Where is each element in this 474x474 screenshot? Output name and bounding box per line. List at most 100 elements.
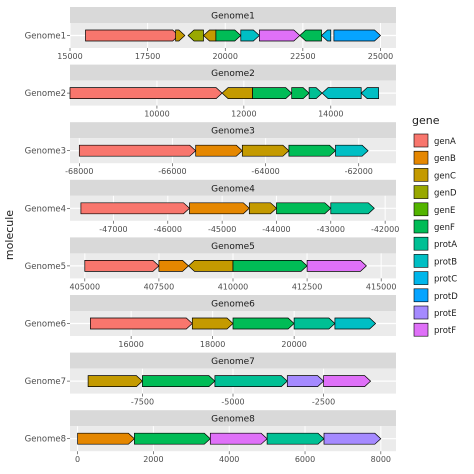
gene-arrow-genA bbox=[80, 202, 191, 215]
molecule-label: Genome8 bbox=[25, 435, 66, 445]
legend-swatch bbox=[413, 150, 429, 165]
x-tick-label: 20000 bbox=[281, 340, 306, 349]
x-tick-label: -45000 bbox=[208, 225, 236, 234]
facet-strip bbox=[70, 410, 396, 427]
legend-swatch bbox=[413, 271, 429, 285]
facet-label: Genome1 bbox=[211, 12, 255, 22]
legend-label: genE bbox=[434, 206, 455, 216]
legend-swatch bbox=[413, 288, 429, 303]
gene-arrow-protB bbox=[240, 29, 260, 42]
molecule-label: Genome4 bbox=[25, 204, 66, 214]
x-tick-label: 410000 bbox=[218, 282, 249, 291]
facet-label: Genome6 bbox=[211, 300, 255, 310]
x-tick-label: -68000 bbox=[65, 167, 93, 176]
x-tick-label: -2500 bbox=[312, 398, 335, 407]
legend: gene genA genB genC genD genE genF protA protB p… bbox=[412, 114, 458, 337]
gene-arrow-protC bbox=[320, 29, 332, 42]
x-tick-label: 412500 bbox=[292, 282, 323, 291]
gene-arrow-protB bbox=[321, 87, 362, 99]
gene-arrow-genC bbox=[221, 87, 253, 99]
gene-arrow-genA bbox=[85, 29, 180, 42]
facet-strip bbox=[70, 179, 396, 196]
x-tick-label: -66000 bbox=[158, 167, 186, 176]
gene-arrow-genF bbox=[142, 375, 216, 387]
legend-label: genC bbox=[434, 171, 456, 181]
gene-arrow-protE bbox=[323, 432, 382, 445]
molecule-label: Genome5 bbox=[25, 262, 66, 272]
panel-4: Genome4 -47000 -46000 -45000 -44000 -43000 -42… bbox=[25, 179, 399, 234]
facet-strip bbox=[70, 122, 396, 139]
gene-arrow-protA bbox=[214, 375, 288, 387]
gene-arrow-genC bbox=[241, 144, 290, 157]
x-tick-label: 407500 bbox=[144, 282, 175, 291]
x-tick-label: 15000 bbox=[57, 52, 82, 61]
gene-arrow-genF bbox=[215, 29, 242, 42]
gene-arrow-genF bbox=[276, 202, 332, 215]
x-tick-label: 6000 bbox=[295, 455, 315, 464]
gene-arrow-genC bbox=[191, 317, 234, 330]
facet-label: Genome8 bbox=[211, 415, 255, 425]
gene-arrow-genF bbox=[252, 87, 293, 99]
gene-arrow-protD bbox=[333, 29, 382, 42]
panel-6: Genome6 16000 18000 20000 Genome6 bbox=[25, 295, 396, 349]
legend-title: gene bbox=[412, 114, 440, 127]
x-tick-label: 22500 bbox=[290, 52, 315, 61]
x-tick-label: 4000 bbox=[219, 455, 239, 464]
gene-arrow-genC bbox=[175, 29, 186, 42]
gene-arrow-protA bbox=[266, 432, 325, 445]
facet-label: Genome5 bbox=[211, 242, 255, 252]
legend-label: protB bbox=[434, 257, 457, 267]
gene-arrow-genF bbox=[288, 144, 337, 157]
gene-arrow-genF bbox=[134, 432, 211, 445]
facet-label: Genome4 bbox=[211, 184, 255, 194]
legend-label: protC bbox=[434, 275, 457, 285]
panel-5: Genome5 405000 407500 410000 412500 415000 Gen… bbox=[25, 237, 396, 291]
legend-swatch bbox=[413, 185, 429, 199]
gene-arrow-protB bbox=[334, 317, 377, 330]
gene-arrow-genB bbox=[189, 202, 250, 215]
x-tick-label: 20000 bbox=[213, 52, 238, 61]
legend-label: protA bbox=[434, 240, 457, 250]
molecule-label: Genome7 bbox=[25, 377, 66, 387]
gene-arrow-genD bbox=[187, 29, 204, 42]
panel-7: Genome7 -7500 -5000 -2500 Genome7 bbox=[25, 352, 396, 407]
gene-arrow-protF bbox=[259, 29, 301, 42]
gene-arrow-genB bbox=[195, 144, 243, 157]
facet-label: Genome2 bbox=[211, 69, 255, 79]
molecule-label: Genome1 bbox=[25, 32, 66, 42]
x-tick-label: 12000 bbox=[231, 110, 256, 119]
facet-strip bbox=[70, 295, 396, 311]
legend-label: protE bbox=[434, 309, 457, 319]
gene-arrow-genA bbox=[69, 87, 223, 99]
x-tick-label: 8000 bbox=[371, 455, 391, 464]
legend-swatch bbox=[413, 254, 429, 268]
legend-swatch bbox=[413, 219, 429, 234]
x-tick-label: -62000 bbox=[345, 167, 373, 176]
legend-label: protD bbox=[434, 292, 458, 302]
gene-arrow-genC bbox=[187, 260, 234, 272]
panel-2: Genome2 10000 12000 14000 Genome2 bbox=[25, 64, 396, 119]
legend-swatch bbox=[413, 236, 429, 251]
gene-arrow-protF bbox=[209, 432, 268, 445]
gene-arrow-protF bbox=[306, 260, 367, 272]
legend-label: genF bbox=[434, 223, 455, 233]
legend-label: genA bbox=[434, 137, 456, 147]
legend-swatch bbox=[413, 168, 429, 182]
x-tick-label: 17500 bbox=[135, 52, 160, 61]
molecule-label: Genome2 bbox=[25, 89, 66, 99]
gene-arrow-genA bbox=[78, 144, 197, 157]
facet-strip bbox=[70, 64, 396, 81]
x-tick-label: 16000 bbox=[118, 340, 143, 349]
gene-arrow-genB bbox=[77, 432, 135, 445]
gene-arrow-protF bbox=[323, 375, 372, 387]
x-tick-label: 25000 bbox=[368, 52, 393, 61]
gene-arrow-genF bbox=[232, 260, 308, 272]
x-tick-label: 14000 bbox=[318, 110, 343, 119]
gene-arrow-protA bbox=[308, 87, 323, 99]
legend-swatch bbox=[413, 305, 429, 320]
gene-arrow-protB bbox=[335, 144, 369, 157]
x-tick-label: -46000 bbox=[154, 225, 182, 234]
x-tick-label: 0 bbox=[75, 455, 80, 464]
panels: Genome1 15000 17500 20000 22500 25000 Genome1 G… bbox=[25, 7, 399, 464]
x-tick-label: -44000 bbox=[262, 225, 290, 234]
